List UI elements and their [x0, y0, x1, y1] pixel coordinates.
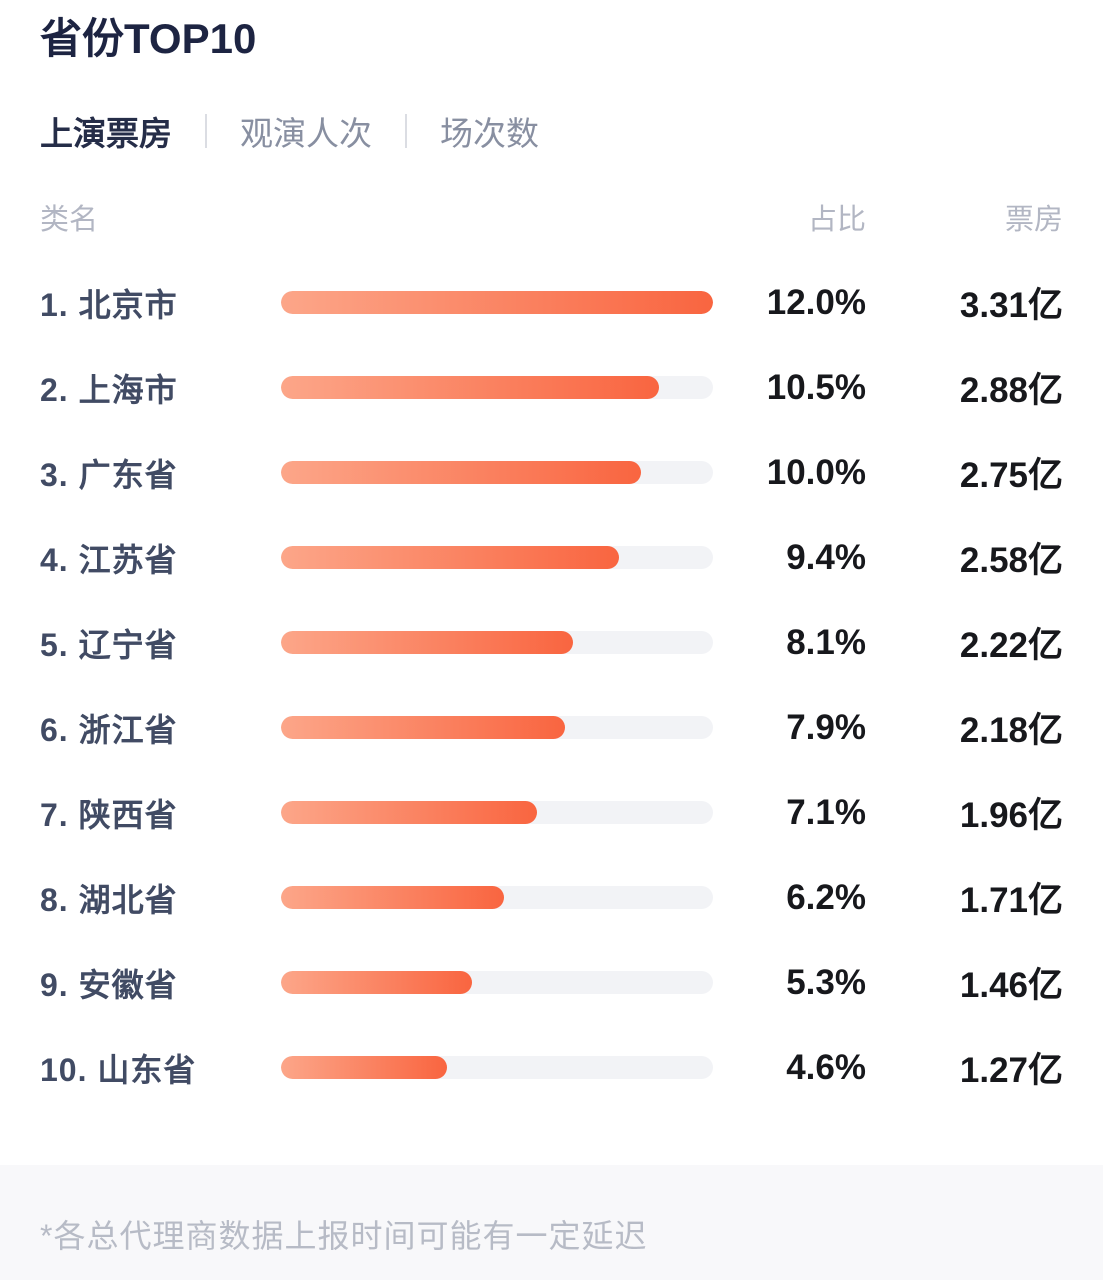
row-boxoffice-value: 1.71亿: [959, 881, 1063, 920]
row-rank-name: 4. 江苏省: [40, 541, 178, 578]
table-row: 1. 北京市 12.0% 3.31亿: [40, 260, 1063, 345]
share-bar-track: [281, 801, 713, 824]
row-rank-name: 9. 安徽省: [40, 966, 178, 1003]
row-boxoffice-value: 2.75亿: [959, 456, 1063, 495]
row-boxoffice-value: 2.22亿: [959, 626, 1063, 665]
row-rank-name: 10. 山东省: [40, 1051, 197, 1088]
share-bar-cell: [281, 376, 713, 399]
share-bar-fill: [281, 716, 566, 739]
share-bar-fill: [281, 546, 620, 569]
footnote: *各总代理商数据上报时间可能有一定延迟: [40, 1218, 648, 1254]
share-bar-fill: [281, 631, 573, 654]
row-share-value: 4.6%: [786, 1047, 866, 1087]
tab-attendance[interactable]: 观演人次: [240, 115, 372, 152]
table-row: 7. 陕西省 7.1% 1.96亿: [40, 770, 1063, 855]
footnote-band: *各总代理商数据上报时间可能有一定延迟: [0, 1165, 1103, 1280]
row-boxoffice-value: 3.31亿: [959, 286, 1063, 325]
share-bar-track: [281, 886, 713, 909]
row-rank-name: 8. 湖北省: [40, 881, 178, 918]
row-share-value: 6.2%: [786, 877, 866, 917]
row-boxoffice-value: 1.27亿: [959, 1051, 1063, 1090]
tab-box-office[interactable]: 上演票房: [40, 115, 172, 152]
tab-divider: [405, 114, 407, 148]
row-boxoffice-value: 1.96亿: [959, 796, 1063, 835]
page-title: 省份TOP10: [40, 15, 257, 62]
column-header-share: 占比: [807, 204, 866, 236]
row-boxoffice-value: 2.18亿: [959, 711, 1063, 750]
tab-divider: [205, 114, 207, 148]
row-share-value: 10.0%: [766, 452, 866, 492]
share-bar-cell: [281, 971, 713, 994]
share-bar-cell: [281, 461, 713, 484]
row-rank-name: 5. 辽宁省: [40, 626, 178, 663]
row-rank-name: 7. 陕西省: [40, 796, 178, 833]
share-bar-cell: [281, 546, 713, 569]
column-header-boxoffice: 票房: [1004, 204, 1063, 236]
row-share-value: 7.1%: [786, 792, 866, 832]
row-share-value: 7.9%: [786, 707, 866, 747]
row-rank-name: 1. 北京市: [40, 286, 178, 323]
share-bar-track: [281, 716, 713, 739]
table-row: 10. 山东省 4.6% 1.27亿: [40, 1025, 1063, 1110]
share-bar-cell: [281, 1056, 713, 1079]
tab-show-count[interactable]: 场次数: [440, 115, 539, 152]
share-bar-track: [281, 376, 713, 399]
share-bar-fill: [281, 886, 505, 909]
table-row: 8. 湖北省 6.2% 1.71亿: [40, 855, 1063, 940]
ranking-list: 1. 北京市 12.0% 3.31亿 2. 上海市 10.5% 2.88亿 3.…: [40, 260, 1063, 1110]
row-rank-name: 6. 浙江省: [40, 711, 178, 748]
share-bar-fill: [281, 1056, 447, 1079]
share-bar-cell: [281, 886, 713, 909]
share-bar-track: [281, 291, 713, 314]
row-share-value: 5.3%: [786, 962, 866, 1002]
share-bar-cell: [281, 631, 713, 654]
row-share-value: 10.5%: [766, 367, 866, 407]
table-row: 2. 上海市 10.5% 2.88亿: [40, 345, 1063, 430]
row-share-value: 12.0%: [766, 282, 866, 322]
share-bar-track: [281, 631, 713, 654]
share-bar-cell: [281, 716, 713, 739]
share-bar-track: [281, 461, 713, 484]
row-rank-name: 2. 上海市: [40, 371, 178, 408]
table-row: 6. 浙江省 7.9% 2.18亿: [40, 685, 1063, 770]
share-bar-track: [281, 971, 713, 994]
share-bar-fill: [281, 291, 713, 314]
row-rank-name: 3. 广东省: [40, 456, 178, 493]
table-row: 3. 广东省 10.0% 2.75亿: [40, 430, 1063, 515]
row-boxoffice-value: 2.88亿: [959, 371, 1063, 410]
share-bar-fill: [281, 971, 472, 994]
row-share-value: 8.1%: [786, 622, 866, 662]
share-bar-track: [281, 546, 713, 569]
share-bar-track: [281, 1056, 713, 1079]
row-share-value: 9.4%: [786, 537, 866, 577]
table-row: 5. 辽宁省 8.1% 2.22亿: [40, 600, 1063, 685]
row-boxoffice-value: 2.58亿: [959, 541, 1063, 580]
table-row: 9. 安徽省 5.3% 1.46亿: [40, 940, 1063, 1025]
share-bar-fill: [281, 801, 537, 824]
share-bar-fill: [281, 376, 659, 399]
share-bar-cell: [281, 801, 713, 824]
share-bar-fill: [281, 461, 641, 484]
row-boxoffice-value: 1.46亿: [959, 966, 1063, 1005]
table-row: 4. 江苏省 9.4% 2.58亿: [40, 515, 1063, 600]
table-header: 类名 占比 票房: [40, 196, 1063, 236]
column-header-name: 类名: [40, 204, 99, 236]
tab-bar: 上演票房 观演人次 场次数: [40, 108, 1063, 154]
share-bar-cell: [281, 291, 713, 314]
